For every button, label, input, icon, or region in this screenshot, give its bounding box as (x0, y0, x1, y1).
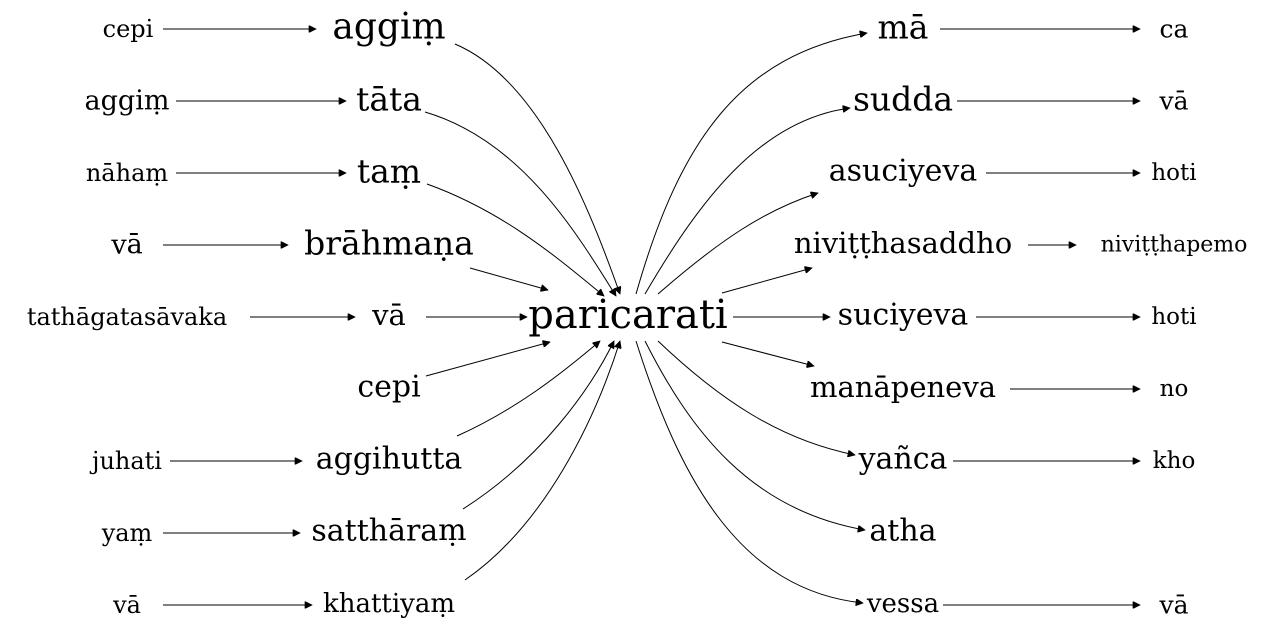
edge-cepi-to-paricarati (425, 342, 550, 377)
edge-paricarati-to-nivitthasaddho (721, 268, 812, 294)
edge-khattiyam-to-paricarati (464, 341, 620, 581)
edge-paricarati-to-atha (644, 340, 865, 530)
node-atha: atha (869, 514, 936, 549)
node-juhati: juhati (89, 447, 162, 475)
node-hoti: hoti (1151, 304, 1196, 330)
node-paricarati: paricarati (528, 292, 727, 338)
node-khattiyam: khattiyaṃ (323, 589, 455, 619)
edge-layer (163, 29, 1140, 605)
node-tam: taṃ (357, 152, 421, 191)
node-asuciyeva: asuciyeva (829, 154, 978, 189)
node-manapeneva: manāpeneva (810, 370, 996, 404)
node-aggim: aggiṃ (332, 7, 445, 48)
edge-brahmana-to-paricarati (469, 267, 548, 290)
edge-aggihutta-to-paricarati (456, 341, 600, 437)
edge-tam-to-paricarati (426, 183, 604, 296)
node-yam: yaṃ (101, 519, 153, 547)
edge-paricarati-to-asuciyeva (657, 193, 818, 295)
node-aggihutta: aggihutta (316, 442, 463, 477)
node-nivitthasaddho: niviṭṭhasaddho (794, 226, 1012, 260)
node-va: vā (112, 591, 141, 619)
node-nivitthapemo: niviṭṭhapemo (1101, 233, 1248, 258)
node-ca: ca (1160, 15, 1189, 44)
node-cepi: cepi (103, 15, 154, 43)
node-va: vā (110, 230, 142, 261)
node-brahmana: brāhmaṇa (304, 224, 474, 263)
edge-sattharam-to-paricarati (462, 341, 615, 510)
node-layer: paricarati cepi aggiṃ nāhaṃ vā tathāgata… (27, 7, 1248, 620)
edge-paricarati-to-sudda (644, 108, 850, 295)
node-va: vā (371, 298, 406, 332)
node-va: vā (1158, 87, 1188, 116)
node-ma: mā (878, 8, 929, 47)
edge-paricarati-to-yanca (657, 340, 855, 455)
node-naham: nāhaṃ (86, 159, 169, 187)
node-vessa: vessa (866, 589, 939, 619)
edge-tata-to-paricarati (424, 111, 617, 296)
edge-paricarati-to-vessa (635, 340, 863, 603)
node-tata: tāta (356, 80, 422, 119)
node-va: vā (1158, 591, 1188, 620)
edge-paricarati-to-ma (635, 33, 867, 295)
node-sudda: sudda (853, 80, 953, 119)
node-cepi: cepi (357, 370, 420, 405)
node-suciyeva: suciyeva (838, 298, 969, 333)
node-hoti: hoti (1151, 160, 1196, 186)
node-kho: kho (1153, 448, 1196, 474)
node-no: no (1160, 376, 1189, 402)
edge-aggim-to-paricarati (454, 43, 620, 294)
node-sattharam: satthāraṃ (311, 514, 466, 549)
node-tathagatasavaka: tathāgatasāvaka (27, 303, 227, 331)
node-yanca: yañca (858, 442, 948, 477)
edge-paricarati-to-manapeneva (721, 341, 814, 366)
node-aggim: aggiṃ (85, 86, 170, 117)
